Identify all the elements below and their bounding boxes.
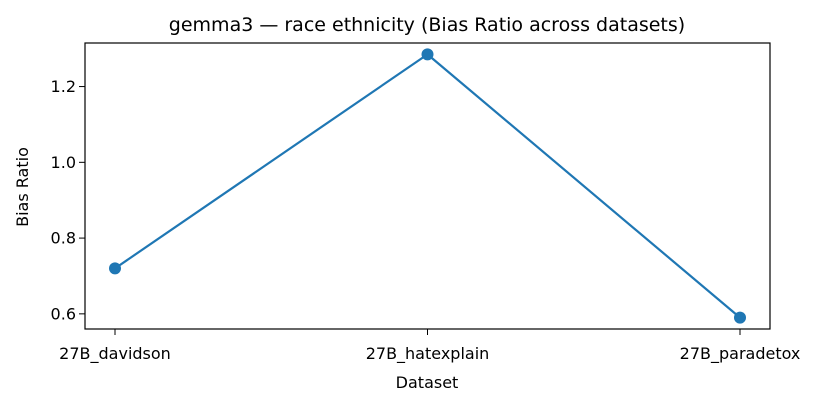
y-tick-label: 1.0 bbox=[51, 153, 76, 172]
y-axis-label: Bias Ratio bbox=[13, 147, 32, 227]
plot-frame bbox=[84, 42, 771, 330]
data-point bbox=[734, 311, 746, 324]
x-tick-label: 27B_hatexplain bbox=[366, 344, 490, 364]
chart-title: gemma3 — race ethnicity (Bias Ratio acro… bbox=[169, 14, 685, 36]
y-tick-label: 0.8 bbox=[51, 229, 76, 248]
data-point bbox=[421, 48, 434, 61]
plot-area bbox=[109, 48, 746, 324]
y-tick-label: 0.6 bbox=[51, 304, 76, 323]
data-point bbox=[109, 262, 121, 275]
x-axis-label: Dataset bbox=[396, 373, 459, 392]
x-tick-label: 27B_davidson bbox=[59, 344, 171, 364]
series-line bbox=[113, 53, 742, 319]
y-tick-label: 1.2 bbox=[51, 77, 76, 96]
axes: 0.6 0.8 1.0 1.2 27B_davidson 27B_hatexplain 27… bbox=[51, 42, 801, 364]
x-tick-label: 27B_paradetox bbox=[680, 344, 801, 364]
